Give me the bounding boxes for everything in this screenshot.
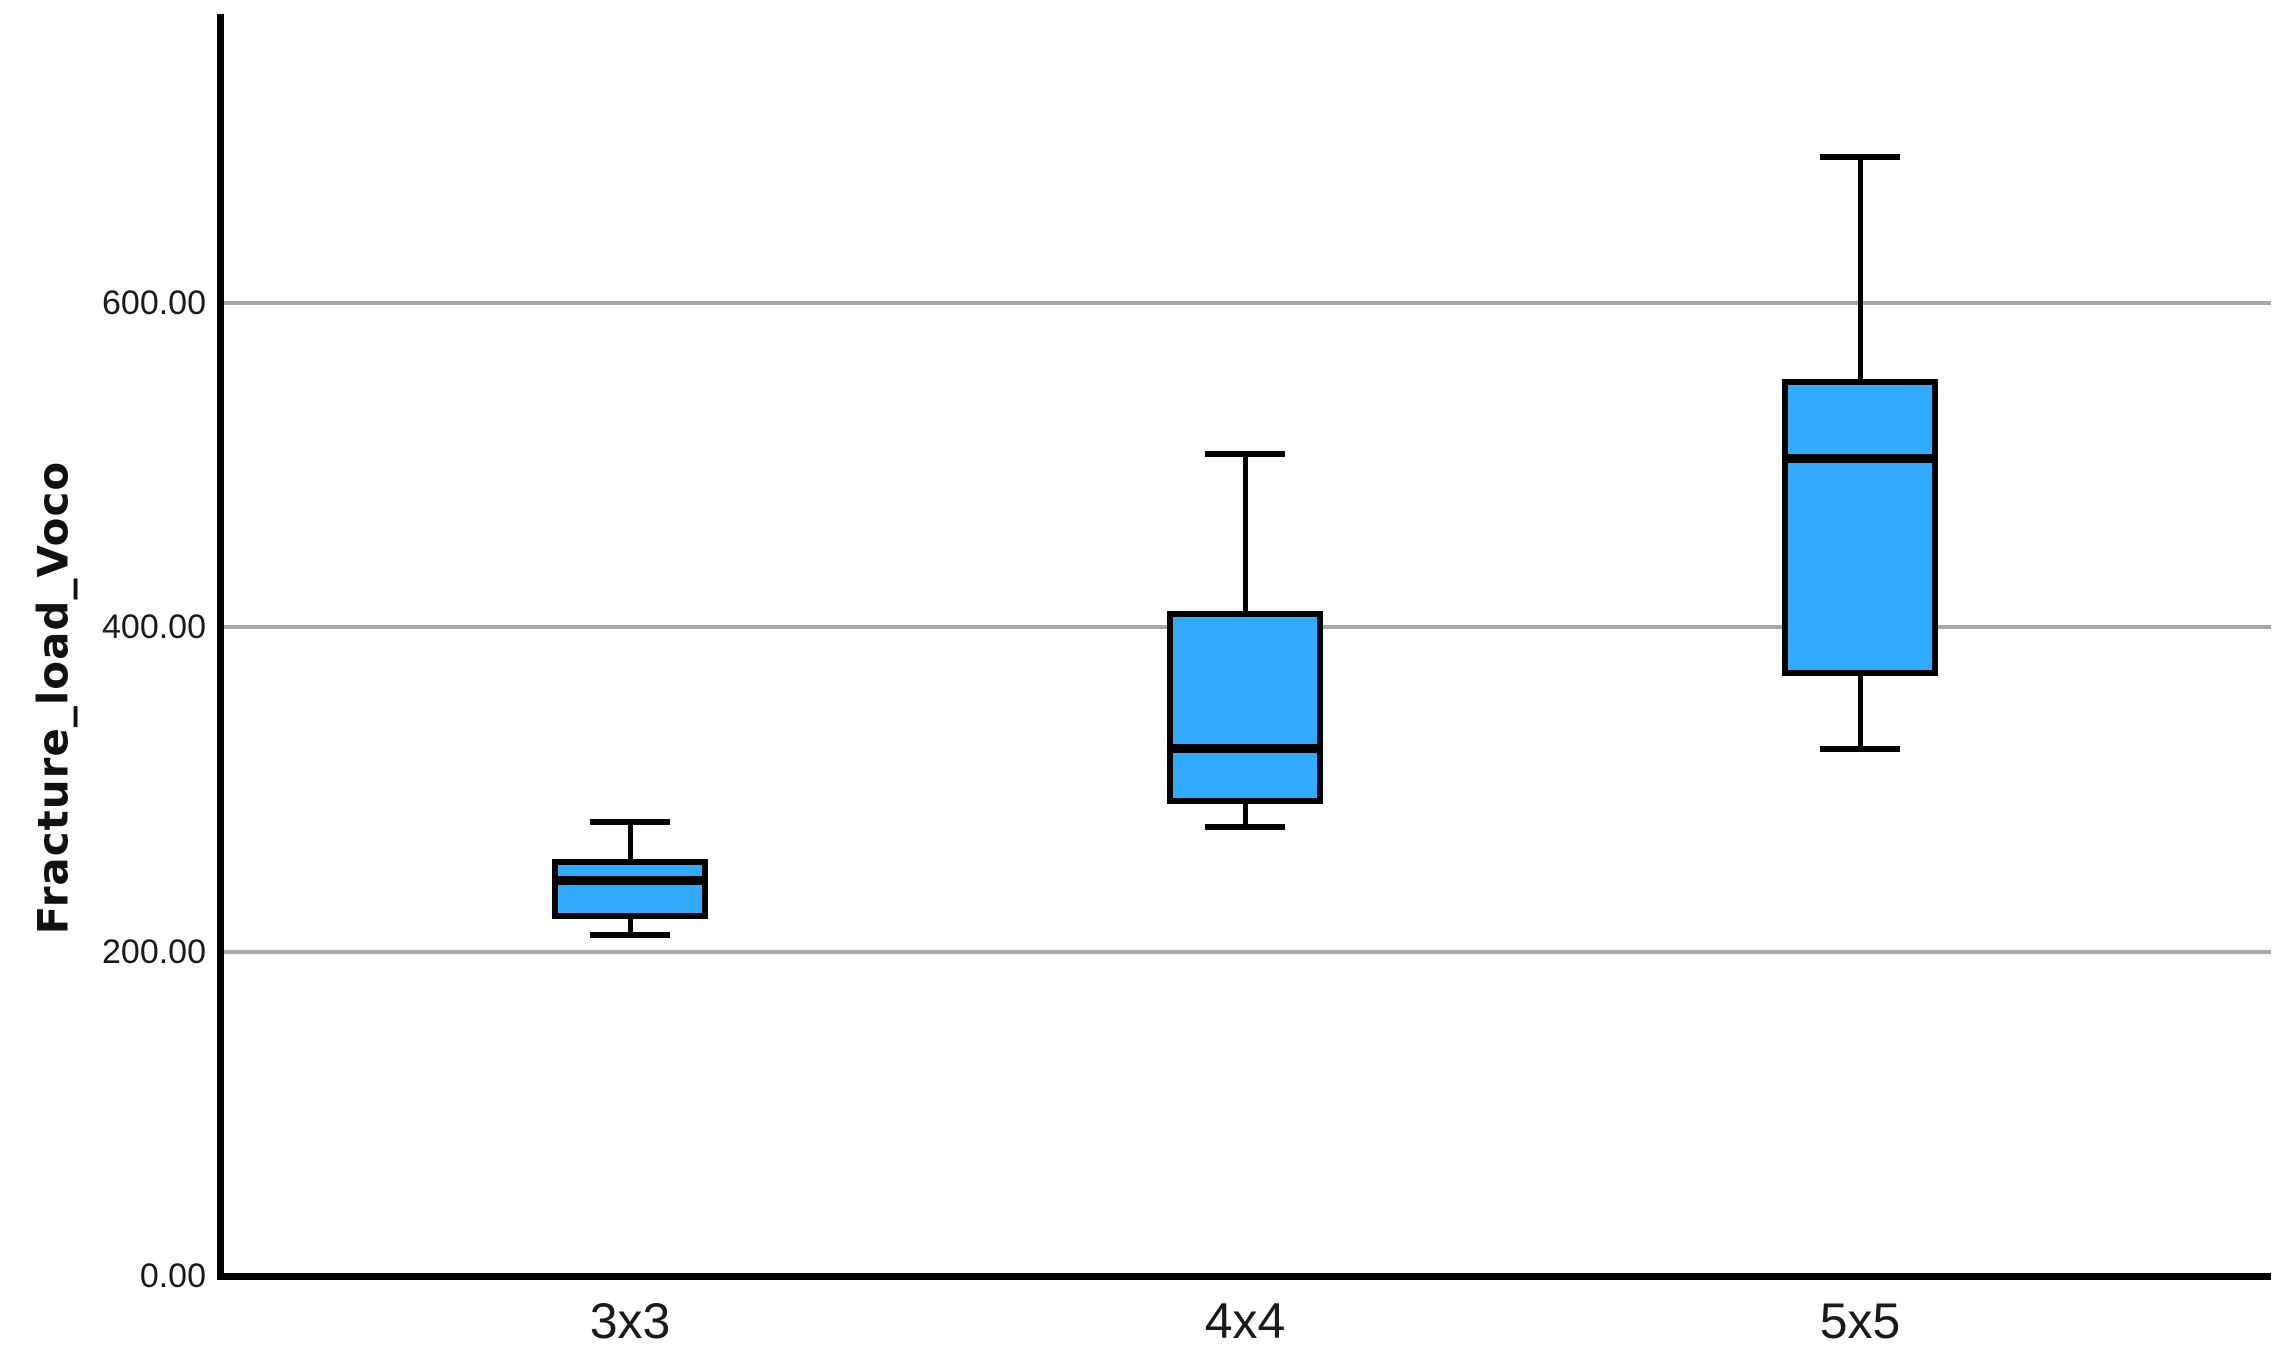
boxplot-3x3-box — [552, 859, 708, 919]
boxplot-3x3-whisker-cap-min — [590, 932, 670, 939]
boxplot-5x5-median — [1782, 454, 1938, 464]
boxplot-4x4-whisker-cap-min — [1205, 823, 1285, 830]
x-tick-label-5x5: 5x5 — [1819, 1293, 1901, 1349]
boxplot-4x4-median — [1167, 744, 1323, 754]
boxplot-4x4-box — [1167, 611, 1323, 804]
x-tick-label-4x4: 4x4 — [1204, 1293, 1286, 1349]
boxplot-3x3-median — [552, 875, 708, 885]
boxplot-4x4-whisker-cap-max — [1205, 450, 1285, 457]
boxplot-5x5-box — [1782, 379, 1938, 676]
boxplot-5x5-whisker-cap-max — [1820, 154, 1900, 161]
y-tick-label-0: 0.00 — [139, 1257, 206, 1295]
y-tick-label-600: 600.00 — [102, 284, 206, 322]
boxplot-5x5-whisker-cap-min — [1820, 745, 1900, 752]
boxplot-3x3-whisker-cap-max — [590, 818, 670, 825]
y-axis-line — [217, 14, 224, 1280]
x-tick-label-3x3: 3x3 — [589, 1293, 671, 1349]
x-axis-line — [217, 1273, 2271, 1280]
y-tick-label-200: 200.00 — [102, 932, 206, 971]
y-tick-label-400: 400.00 — [102, 608, 206, 647]
gridline-200 — [223, 949, 2271, 954]
gridline-600 — [223, 301, 2271, 305]
